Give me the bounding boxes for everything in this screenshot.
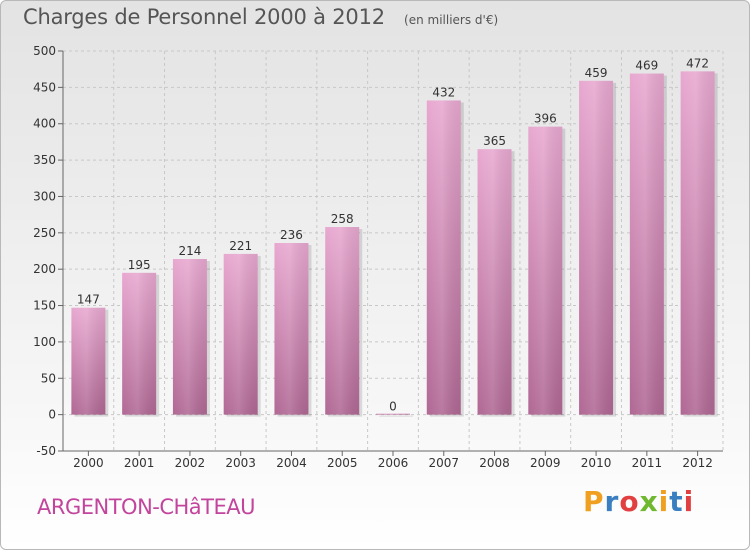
chart-title: Charges de Personnel 2000 à 2012	[23, 5, 385, 29]
x-tick-label: 2006	[378, 456, 409, 470]
bar-shine	[71, 307, 106, 415]
bar-shine	[579, 80, 614, 415]
data-label: 236	[280, 228, 303, 242]
data-label: 0	[389, 400, 397, 414]
data-label: 469	[635, 59, 658, 73]
title-block: Charges de Personnel 2000 à 2012 (en mil…	[23, 5, 498, 29]
chart-subtitle: (en milliers d'€)	[404, 13, 499, 27]
bar-shadow	[379, 415, 413, 417]
y-tick-label: 200	[33, 262, 56, 276]
data-label: 221	[229, 239, 252, 253]
data-label: 258	[331, 212, 354, 226]
y-tick-label: 100	[33, 335, 56, 349]
x-tick-label: 2000	[73, 456, 104, 470]
y-tick-label: 500	[33, 44, 56, 58]
data-label: 365	[483, 134, 506, 148]
plot-area	[63, 51, 723, 451]
data-label: 459	[585, 66, 608, 80]
y-tick-label: 250	[33, 226, 56, 240]
place-name: ARGENTON-CHâTEAU	[37, 495, 256, 519]
proxiti-logo[interactable]: Proxiti	[583, 485, 694, 518]
data-label: 195	[128, 258, 151, 272]
y-tick-label: 50	[41, 371, 56, 385]
data-label: 396	[534, 112, 557, 126]
bar-shine	[376, 413, 410, 415]
x-tick-label: 2003	[225, 456, 256, 470]
logo-letter: P	[583, 485, 605, 518]
y-tick-label: 450	[33, 80, 56, 94]
x-tick-label: 2001	[124, 456, 155, 470]
logo-letter: r	[604, 485, 620, 518]
bar-shine	[172, 259, 207, 415]
bar-shine	[223, 253, 258, 415]
bar-shine	[122, 272, 157, 415]
x-tick-label: 2008	[479, 456, 510, 470]
bar-shine	[528, 126, 563, 415]
x-tick-label: 2002	[175, 456, 206, 470]
y-tick-label: 0	[48, 408, 56, 422]
data-label: 214	[178, 244, 201, 258]
y-tick-label: 300	[33, 189, 56, 203]
y-tick-label: 150	[33, 299, 56, 313]
bar-shine	[629, 73, 664, 415]
bar-shine	[325, 227, 360, 415]
y-tick-label: -50	[36, 444, 56, 458]
x-tick-label: 2007	[428, 456, 459, 470]
logo-letter: x	[639, 485, 659, 518]
bar-shine	[274, 243, 309, 415]
x-tick-label: 2005	[327, 456, 358, 470]
x-tick-label: 2004	[276, 456, 307, 470]
x-tick-label: 2011	[632, 456, 663, 470]
bar-shine	[477, 149, 512, 415]
logo-letter: o	[619, 485, 640, 518]
x-tick-label: 2009	[530, 456, 561, 470]
logo-letter: i	[683, 485, 695, 518]
logo-letter: i	[658, 485, 670, 518]
bar-shine	[680, 71, 715, 415]
y-tick-label: 400	[33, 117, 56, 131]
data-label: 472	[686, 56, 709, 70]
logo-letter: t	[669, 485, 684, 518]
data-label: 432	[432, 85, 455, 99]
x-tick-label: 2010	[581, 456, 612, 470]
data-label: 147	[77, 293, 100, 307]
bar-shine	[426, 100, 461, 415]
y-tick-label: 350	[33, 153, 56, 167]
x-tick-label: 2012	[682, 456, 713, 470]
